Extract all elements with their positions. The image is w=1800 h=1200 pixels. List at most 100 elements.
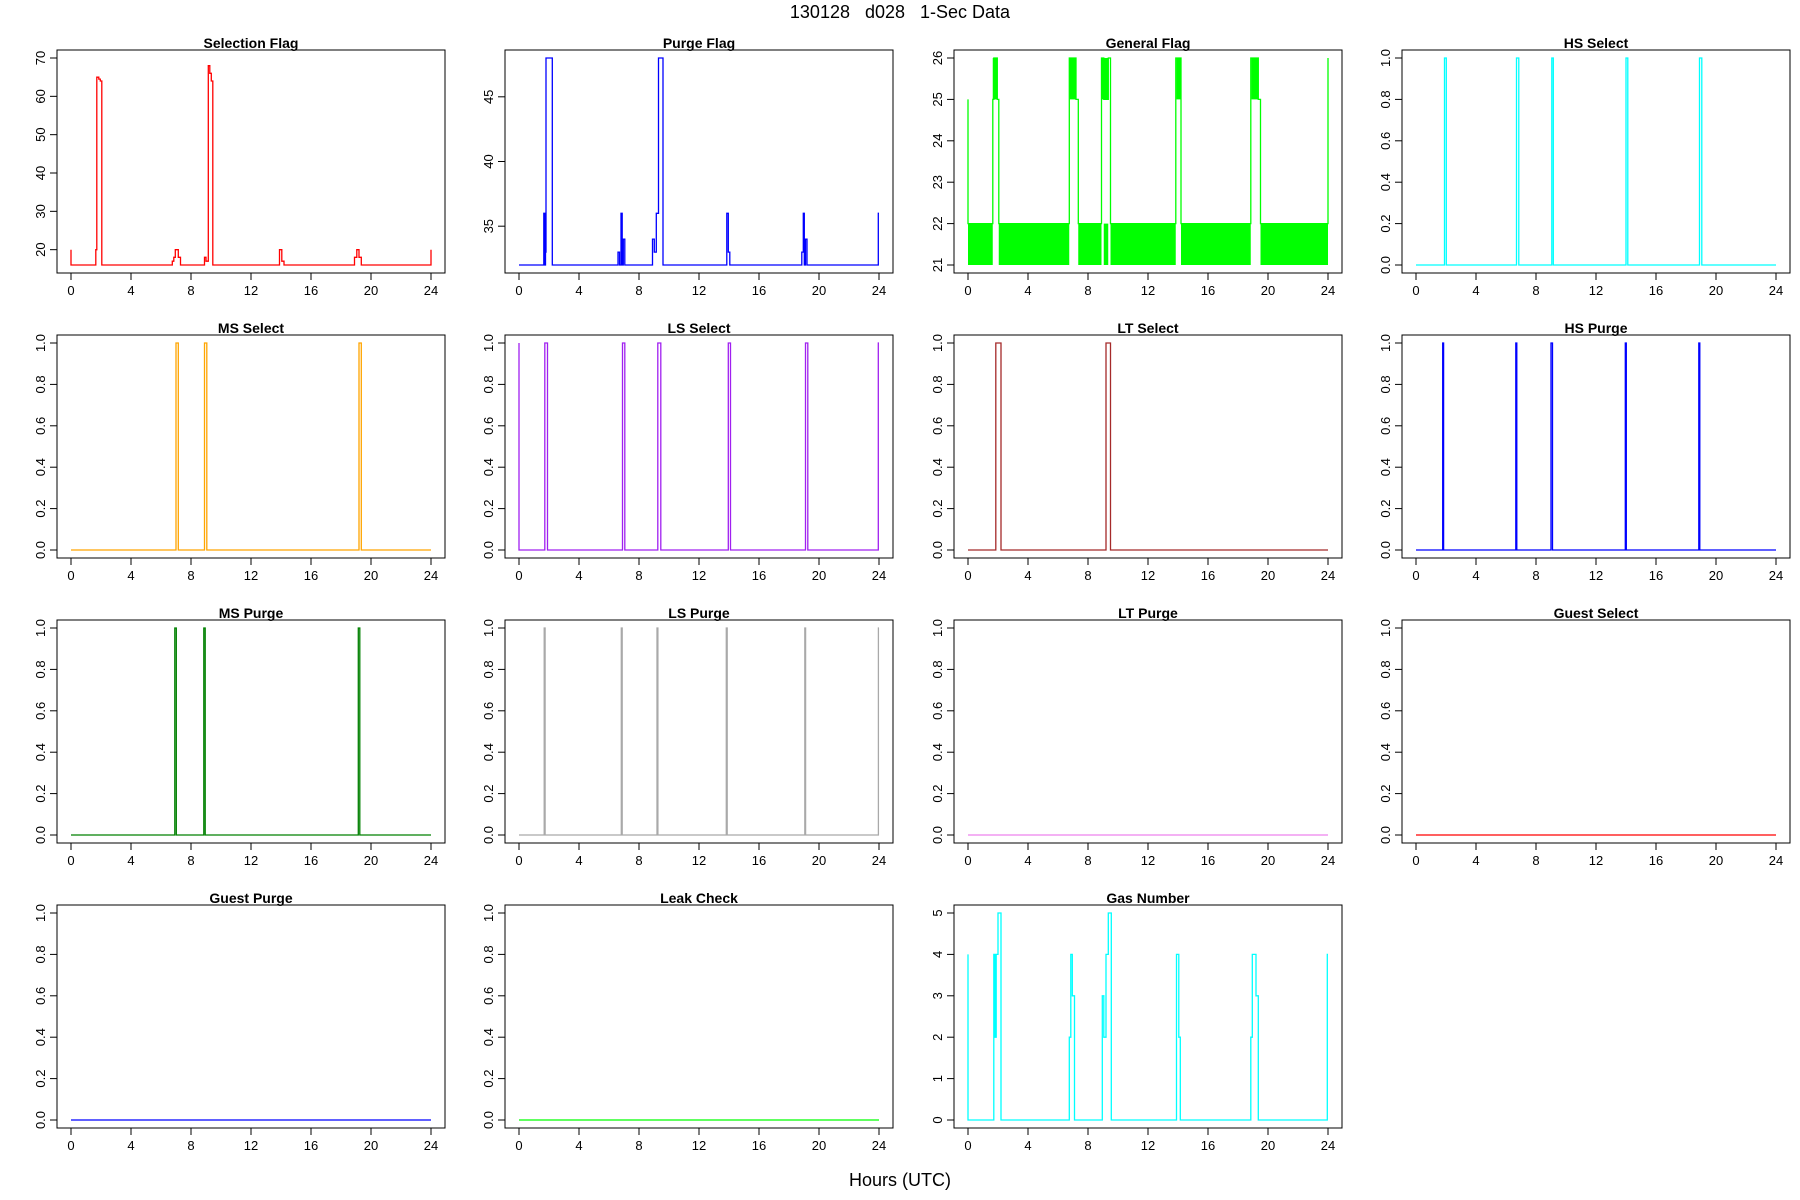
- y-tick-label: 24: [930, 134, 945, 148]
- x-tick-label: 8: [1084, 1138, 1091, 1153]
- x-tick-label: 0: [964, 283, 971, 298]
- x-tick-label: 0: [964, 568, 971, 583]
- series-line: [71, 627, 431, 836]
- y-tick-label: 0.4: [930, 743, 945, 761]
- y-tick-label: 0.6: [930, 417, 945, 435]
- y-tick-label: 0.2: [1378, 500, 1393, 518]
- y-tick-label: 0.6: [481, 417, 496, 435]
- panel-frame: [1401, 334, 1791, 559]
- panel-ls-purge: LS Purge 0 4 8 12 16 20 24 0.0 0.2 0.4 0.6 0.8 1.0: [481, 605, 894, 868]
- y-tick-label: 0.8: [481, 945, 496, 963]
- panel-lt-purge: LT Purge 0 4 8 12 16 20 24 0.0 0.2 0.4 0.6 0.8 1.0: [930, 605, 1343, 868]
- x-tick-label: 4: [1024, 283, 1031, 298]
- x-tick-label: 16: [304, 1138, 318, 1153]
- y-tick-label: 0.6: [1378, 417, 1393, 435]
- y-tick-label: 1.0: [33, 904, 48, 922]
- y-tick-label: 1.0: [930, 334, 945, 352]
- filled-band: [1103, 223, 1109, 265]
- panel-frame: [504, 334, 894, 559]
- y-tick-label: 0.0: [930, 541, 945, 559]
- series-line: [519, 627, 880, 836]
- x-tick-label: 24: [424, 283, 438, 298]
- x-tick-label: 4: [127, 1138, 134, 1153]
- filled-band: [1181, 223, 1251, 265]
- y-tick-label: 35: [481, 219, 496, 233]
- panel-title: Guest Select: [1554, 605, 1639, 621]
- y-tick-label: 1.0: [481, 904, 496, 922]
- x-tick-label: 8: [635, 1138, 642, 1153]
- y-tick-label: 0.2: [930, 785, 945, 803]
- x-tick-label: 0: [1412, 283, 1419, 298]
- y-tick-label: 1.0: [1378, 619, 1393, 637]
- x-tick-label: 20: [364, 568, 378, 583]
- panel-title: MS Purge: [219, 605, 284, 621]
- y-tick-label: 22: [930, 216, 945, 230]
- panel-frame: [56, 619, 446, 844]
- x-tick-label: 12: [692, 853, 706, 868]
- x-tick-label: 4: [575, 283, 582, 298]
- y-tick-label: 0.2: [481, 500, 496, 518]
- x-tick-label: 0: [67, 283, 74, 298]
- y-tick-label: 0.4: [33, 458, 48, 476]
- y-tick-label: 0.6: [930, 702, 945, 720]
- y-tick-label: 0.2: [1378, 785, 1393, 803]
- y-tick-label: 40: [481, 154, 496, 168]
- filled-band: [1078, 223, 1102, 265]
- y-tick-label: 1.0: [33, 619, 48, 637]
- x-tick-label: 16: [304, 568, 318, 583]
- x-tick-label: 8: [187, 568, 194, 583]
- x-tick-label: 16: [1201, 1138, 1215, 1153]
- panel-frame: [56, 904, 446, 1129]
- y-tick-label: 1.0: [481, 334, 496, 352]
- filled-block: [1176, 58, 1181, 100]
- x-tick-label: 0: [964, 853, 971, 868]
- x-tick-label: 12: [1141, 568, 1155, 583]
- x-tick-label: 24: [872, 853, 886, 868]
- x-tick-label: 12: [1589, 568, 1603, 583]
- x-tick-label: 4: [127, 283, 134, 298]
- x-tick-label: 24: [424, 853, 438, 868]
- x-tick-label: 16: [752, 853, 766, 868]
- series-line: [967, 57, 1329, 225]
- x-tick-label: 12: [244, 568, 258, 583]
- y-tick-label: 45: [481, 90, 496, 104]
- x-tick-label: 12: [692, 1138, 706, 1153]
- x-tick-label: 4: [575, 853, 582, 868]
- x-tick-label: 24: [1769, 568, 1783, 583]
- x-tick-label: 8: [635, 568, 642, 583]
- filled-band: [968, 223, 993, 265]
- page-title: 130128 d028 1-Sec Data: [789, 2, 1011, 22]
- y-tick-label: 0.8: [33, 660, 48, 678]
- x-tick-label: 0: [515, 1138, 522, 1153]
- x-tick-label: 12: [692, 283, 706, 298]
- x-tick-label: 8: [187, 1138, 194, 1153]
- x-tick-label: 16: [1201, 283, 1215, 298]
- panel-lt-select: LT Select 0 4 8 12 16 20 24 0.0 0.2 0.4 0.6 0.8 1.0: [930, 320, 1343, 583]
- y-tick-label: 0.2: [481, 1070, 496, 1088]
- x-tick-label: 24: [1769, 283, 1783, 298]
- y-tick-label: 0.4: [1378, 173, 1393, 191]
- y-tick-label: 0.4: [33, 743, 48, 761]
- x-tick-label: 16: [1649, 283, 1663, 298]
- panel-title: Leak Check: [660, 890, 738, 906]
- y-tick-label: 0.2: [33, 500, 48, 518]
- x-tick-label: 8: [1084, 283, 1091, 298]
- x-tick-label: 20: [812, 283, 826, 298]
- x-tick-label: 12: [1589, 283, 1603, 298]
- y-tick-label: 0.8: [930, 375, 945, 393]
- x-tick-label: 4: [1472, 853, 1479, 868]
- y-tick-label: 0.0: [481, 541, 496, 559]
- panel-frame: [1401, 49, 1791, 274]
- series-line: [518, 342, 879, 551]
- x-tick-label: 0: [67, 1138, 74, 1153]
- y-tick-label: 21: [930, 258, 945, 272]
- x-tick-label: 20: [812, 1138, 826, 1153]
- y-tick-label: 0.0: [481, 826, 496, 844]
- y-tick-label: 0.8: [1378, 375, 1393, 393]
- x-tick-label: 20: [812, 853, 826, 868]
- x-tick-label: 16: [1201, 568, 1215, 583]
- y-tick-label: 0.4: [1378, 458, 1393, 476]
- panel-title: LT Purge: [1118, 605, 1178, 621]
- x-tick-label: 8: [187, 853, 194, 868]
